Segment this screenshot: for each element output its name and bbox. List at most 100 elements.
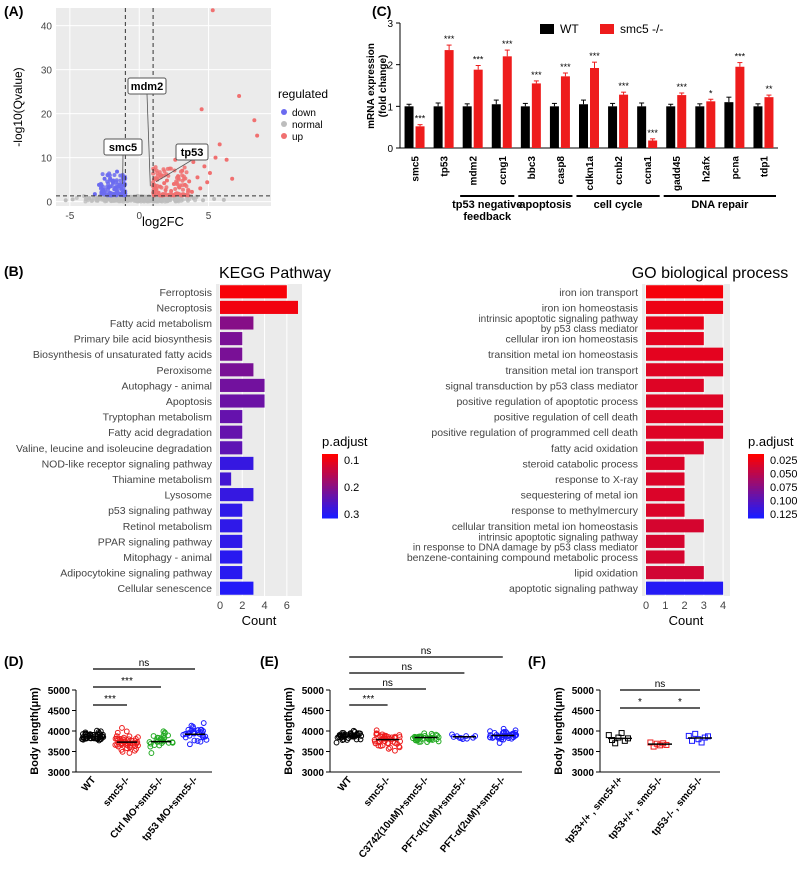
legend-normal-label: normal	[292, 120, 323, 131]
up-point	[205, 180, 210, 185]
normal-point	[112, 197, 117, 202]
c-significance: ***	[560, 62, 571, 72]
normal-point	[117, 196, 122, 201]
up-point	[202, 164, 207, 169]
dot-point	[660, 740, 667, 747]
enrich-plot-area	[642, 284, 730, 596]
up-point	[183, 176, 188, 181]
dot-point	[147, 743, 154, 750]
enrich-category-label: by p53 class mediator	[541, 324, 639, 335]
c-bar-smc5-casp8	[560, 76, 570, 148]
c-category-gadd45: gadd45	[672, 156, 683, 191]
c-significance: ***	[444, 34, 455, 44]
c-significance: ***	[735, 52, 746, 62]
c-group-label: tp53 negative	[452, 199, 522, 211]
legend-normal-dot	[281, 121, 287, 127]
enrich-bar	[220, 534, 243, 548]
dot-point	[199, 729, 205, 736]
up-point	[230, 176, 235, 181]
up-point	[255, 133, 260, 138]
normal-point	[142, 195, 147, 200]
c-bar-wt-tp53	[433, 106, 443, 148]
down-point	[115, 169, 120, 174]
dot-category-label: WT	[336, 775, 354, 794]
legend-down-label: down	[292, 108, 316, 119]
c-group-label: cell cycle	[594, 199, 643, 211]
padjust-gradient-step	[748, 480, 764, 484]
enrich-bar	[220, 410, 243, 424]
dot-point	[373, 731, 380, 738]
up-point	[151, 166, 156, 171]
down-point	[101, 188, 106, 193]
panel-d: (D) 3000 3500 4000 4500 5000 Body length(μm) W…	[4, 653, 212, 843]
c-bar-smc5-ccnb2	[619, 94, 629, 148]
up-point	[187, 179, 192, 184]
padjust-tick: 0.125	[770, 509, 798, 521]
volcano-y-tick: 20	[41, 110, 53, 121]
enrich-bar	[220, 300, 298, 314]
dot-point	[126, 733, 133, 740]
padjust-gradient-step	[322, 515, 338, 519]
padjust-gradient-step	[748, 488, 764, 492]
c-bar-smc5-mdm2	[473, 69, 483, 148]
panel-c-label: (C)	[372, 3, 391, 19]
dot-point	[202, 733, 209, 740]
enrich-category-label: transition metal ion homeostasis	[488, 349, 638, 361]
up-point	[167, 166, 172, 171]
down-point	[106, 185, 111, 190]
enrich-x-tick: 1	[662, 600, 668, 612]
up-point	[153, 187, 158, 192]
padjust-gradient-step	[748, 515, 764, 519]
kegg-title: KEGG Pathway	[219, 265, 331, 282]
dot-point	[373, 727, 380, 734]
c-bar-wt-ccna1	[637, 106, 647, 148]
padjust-gradient-step	[322, 470, 338, 474]
normal-point	[74, 196, 79, 201]
enrich-category-label: in response to DNA damage by p53 class m…	[413, 542, 639, 553]
volcano-y-tick: 0	[46, 198, 52, 209]
dot-point	[200, 720, 207, 726]
panel-e: (E) 3000 3500 4000 4500 5000 Body length(μm) W…	[260, 646, 522, 860]
gene-label-leader	[155, 159, 193, 183]
enrich-bar	[646, 534, 685, 548]
padjust-gradient-step	[322, 486, 338, 490]
up-point	[162, 169, 167, 174]
normal-point	[191, 196, 196, 201]
padjust-gradient-step	[748, 494, 764, 498]
up-point	[224, 157, 229, 162]
enrich-category-label: positive regulation of cell death	[494, 412, 638, 424]
normal-point	[81, 194, 86, 199]
padjust-gradient-step	[322, 488, 338, 492]
dot-point	[132, 738, 139, 744]
comparison-label: *	[678, 697, 682, 708]
enrich-bar	[646, 519, 704, 533]
dot-y-tick: 4500	[572, 707, 595, 718]
enrich-category-label: response to methylmercury	[511, 505, 638, 517]
up-point	[237, 94, 242, 98]
dot-category-label: PFT-α(2uM)+smc5-/-	[438, 775, 508, 855]
dot-point	[169, 739, 176, 746]
volcano-x-tick: -5	[65, 211, 74, 222]
gene-label-mdm2: mdm2	[131, 81, 163, 93]
c-category-bbc3: bbc3	[527, 156, 538, 180]
enrich-category-label: Ferroptosis	[159, 287, 212, 299]
dot-point	[191, 737, 198, 744]
dot-point	[124, 742, 131, 749]
padjust-gradient-step	[322, 504, 338, 508]
dot-category-label: WT	[80, 775, 98, 794]
padjust-gradient-step	[748, 456, 764, 460]
gene-label-tp53: tp53	[181, 147, 204, 159]
enrich-x-tick: 0	[643, 600, 649, 612]
normal-point	[187, 197, 192, 202]
normal-point	[176, 197, 181, 202]
padjust-gradient-step	[748, 496, 764, 500]
enrich-category-label: p53 signaling pathway	[108, 505, 213, 517]
c-bar-smc5-tdp1	[764, 97, 774, 148]
enrich-x-tick: 6	[284, 600, 290, 612]
c-bar-wt-bbc3	[520, 106, 530, 148]
down-point	[102, 176, 107, 181]
dot-y-tick: 4000	[572, 727, 595, 738]
c-bar-wt-gadd45	[666, 106, 676, 148]
